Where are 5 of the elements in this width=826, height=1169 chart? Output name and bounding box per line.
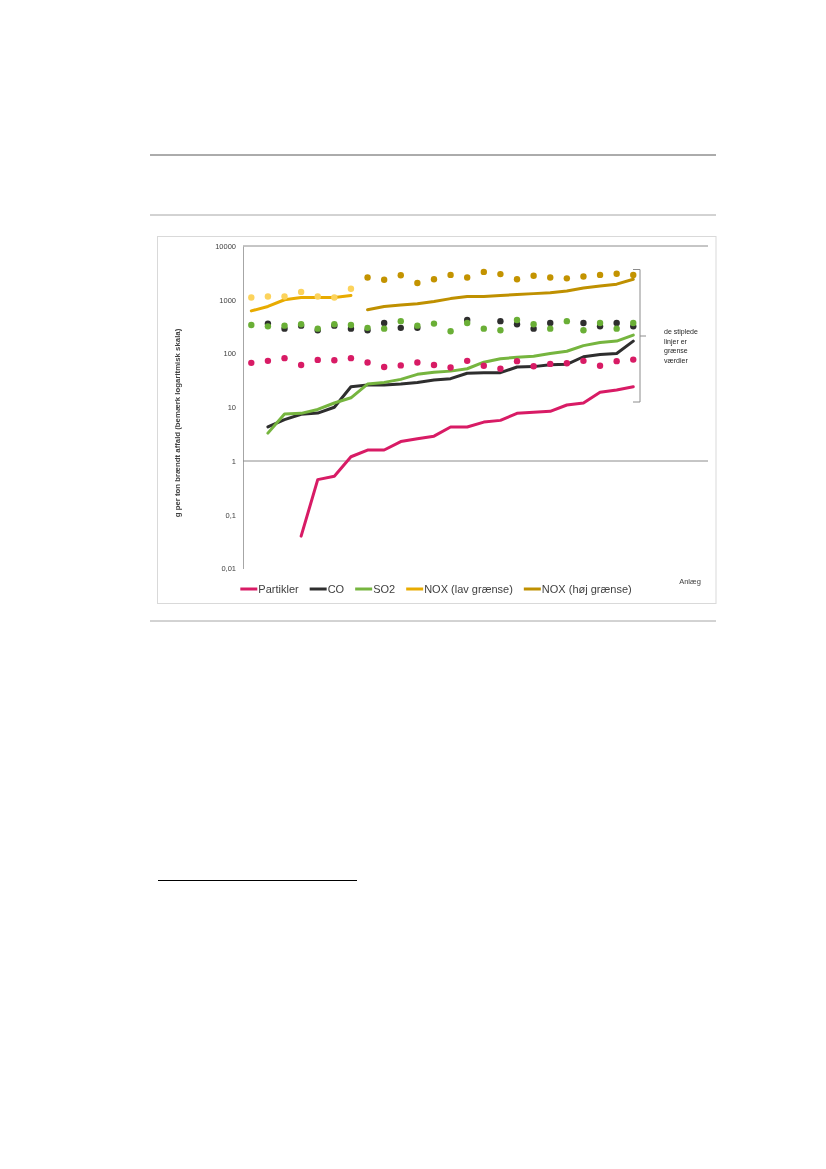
legend-label: SO2 — [373, 583, 396, 595]
legend-label: CO — [327, 583, 345, 595]
legend-label: Partikler — [258, 583, 299, 595]
legend-label: NOX (lav grænse) — [424, 583, 513, 595]
legend-label: NOX (høj grænse) — [541, 583, 632, 595]
